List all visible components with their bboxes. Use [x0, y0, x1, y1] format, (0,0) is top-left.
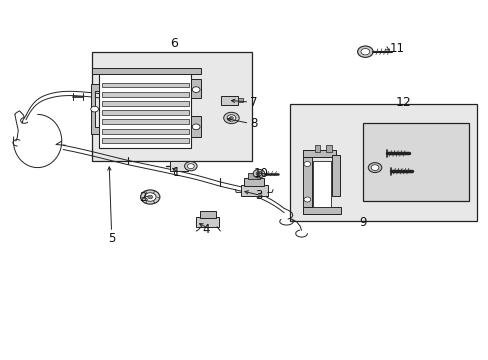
Circle shape — [304, 162, 310, 167]
Text: 4: 4 — [202, 223, 209, 236]
Text: 10: 10 — [253, 167, 268, 180]
Polygon shape — [91, 84, 99, 134]
Circle shape — [147, 195, 152, 199]
Bar — [102, 82, 188, 87]
Circle shape — [370, 165, 378, 170]
Bar — [199, 211, 216, 218]
Bar — [244, 178, 264, 186]
Circle shape — [229, 117, 233, 120]
Circle shape — [223, 112, 239, 123]
Bar — [302, 207, 341, 214]
Circle shape — [253, 169, 264, 178]
Text: 11: 11 — [388, 42, 404, 55]
Bar — [302, 150, 311, 214]
Bar — [191, 79, 201, 99]
Circle shape — [367, 163, 381, 172]
Text: 12: 12 — [395, 95, 411, 108]
Bar — [92, 53, 251, 161]
Bar — [221, 96, 237, 104]
Circle shape — [304, 197, 310, 202]
Bar — [99, 70, 191, 148]
Circle shape — [360, 49, 369, 55]
Bar — [325, 145, 331, 152]
Circle shape — [187, 164, 194, 168]
Bar — [331, 155, 340, 196]
Bar — [196, 217, 219, 227]
Circle shape — [184, 162, 197, 171]
Bar — [102, 138, 188, 143]
Bar — [102, 129, 188, 134]
Bar — [102, 92, 188, 97]
Bar — [312, 161, 330, 207]
Bar — [102, 120, 188, 124]
Text: 3: 3 — [255, 189, 262, 202]
Bar — [92, 68, 201, 74]
Circle shape — [144, 193, 156, 201]
Bar — [314, 145, 320, 152]
Bar — [362, 123, 468, 201]
Circle shape — [91, 106, 98, 112]
Text: 5: 5 — [108, 232, 115, 245]
Bar — [247, 172, 260, 179]
Text: 1: 1 — [173, 166, 180, 179]
Circle shape — [357, 46, 372, 57]
Bar — [102, 110, 188, 115]
Text: 6: 6 — [170, 37, 178, 50]
Circle shape — [256, 171, 262, 176]
Bar — [169, 161, 187, 171]
Circle shape — [140, 190, 160, 204]
Bar — [102, 101, 188, 106]
Text: 7: 7 — [250, 95, 257, 108]
Text: 2: 2 — [139, 191, 146, 204]
Circle shape — [226, 115, 235, 121]
Bar — [237, 98, 242, 102]
Circle shape — [192, 124, 200, 130]
Bar — [302, 150, 336, 157]
Circle shape — [192, 87, 200, 93]
Text: 8: 8 — [250, 117, 257, 130]
Text: 9: 9 — [359, 216, 366, 229]
Bar — [241, 185, 267, 196]
Bar — [290, 104, 476, 221]
Polygon shape — [191, 116, 201, 138]
